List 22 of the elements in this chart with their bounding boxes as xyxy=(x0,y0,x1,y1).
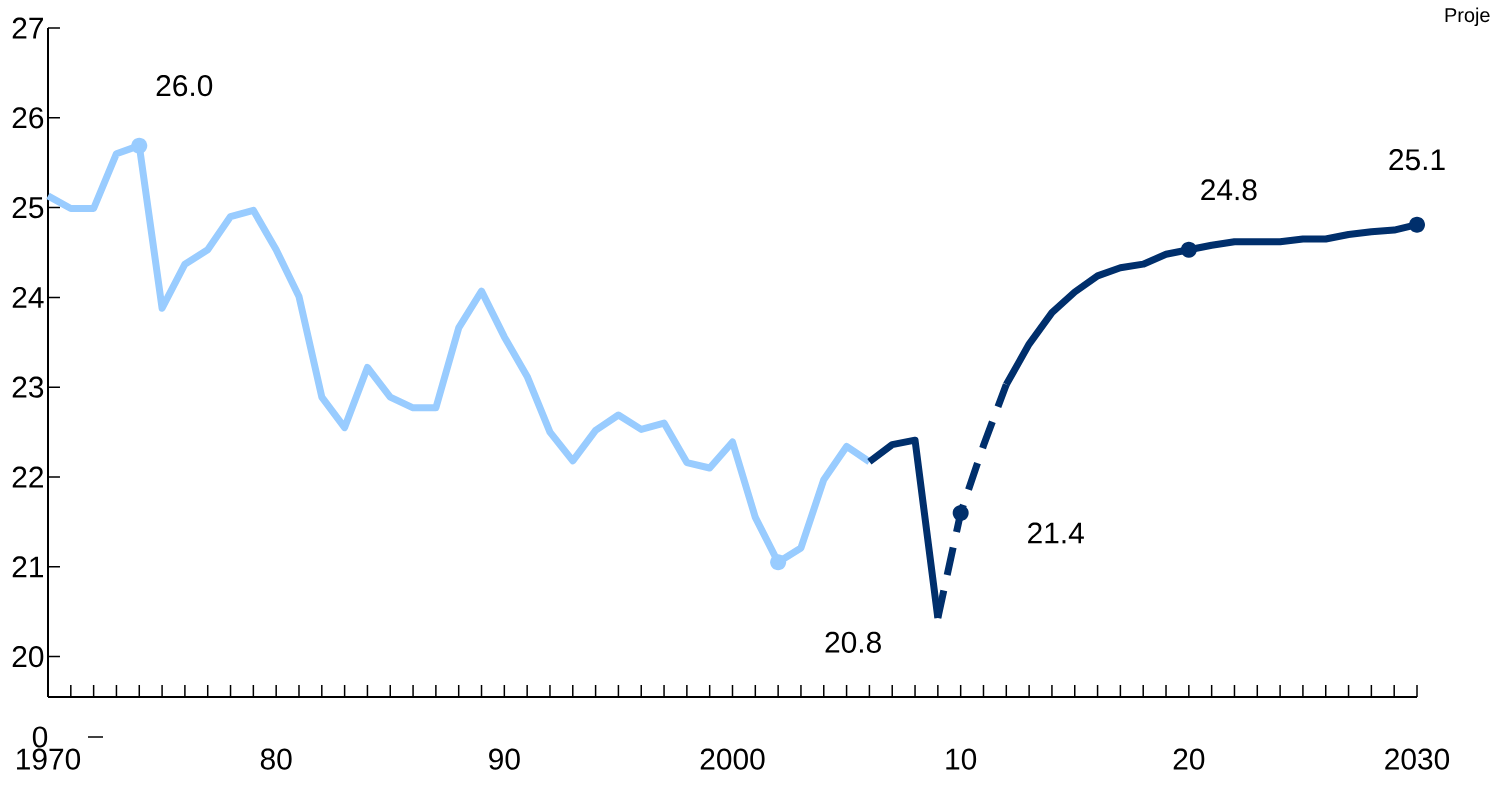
annotation: 25.1 xyxy=(1389,149,1445,171)
annotation: 26.0 xyxy=(156,75,213,97)
x-tick-label: 1970 xyxy=(17,748,81,770)
y-tick-label: 23 xyxy=(12,376,44,398)
x-tick-label: 20 xyxy=(1173,748,1205,770)
y-tick-label: 24 xyxy=(12,286,44,308)
y-tick-label: 21 xyxy=(12,556,44,578)
x-tick-label: 10 xyxy=(946,748,977,770)
text: Proje xyxy=(1445,7,1490,27)
y-tick-label: 26 xyxy=(12,107,44,129)
annotation: 21.4 xyxy=(1028,522,1084,544)
x-tick-label: 80 xyxy=(260,748,292,770)
annotation: 20.8 xyxy=(825,631,881,653)
x-tick-label: 90 xyxy=(489,748,520,770)
y-tick-label: 27 xyxy=(12,17,43,39)
x-tick-label: 2000 xyxy=(700,748,765,770)
x-tick-label: 2030 xyxy=(1385,748,1450,770)
annotation: 24.8 xyxy=(1201,179,1257,201)
text: 0 xyxy=(32,726,48,748)
y-tick-label: 22 xyxy=(12,466,43,488)
y-tick-label: 25 xyxy=(12,197,44,219)
y-tick-label: 20 xyxy=(12,646,44,668)
